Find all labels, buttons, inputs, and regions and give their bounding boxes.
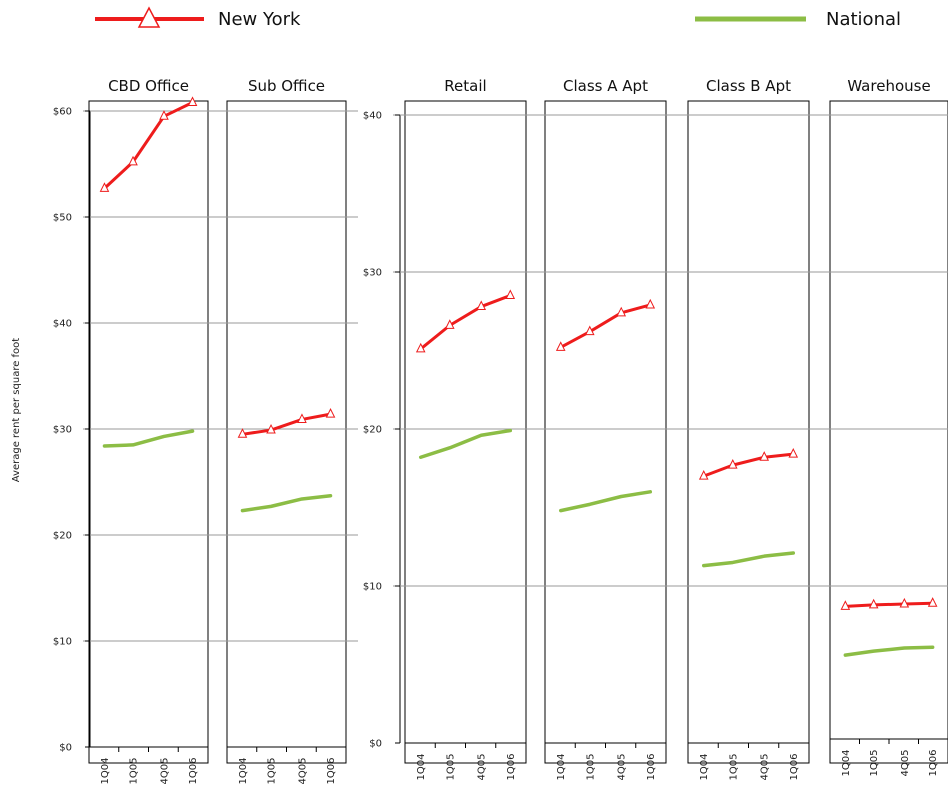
series-line-new-york bbox=[419, 294, 512, 351]
panels: $0 $10 $20 $30 $40 $50 $60 CBD Office 1Q04 1Q05 4Q… bbox=[53, 77, 948, 784]
x-tick-label: 1Q06 bbox=[928, 750, 939, 777]
x-tick-label: 1Q06 bbox=[646, 754, 657, 781]
x-tick-label: 1Q06 bbox=[789, 754, 800, 781]
panel-warehouse: Warehouse 1Q04 1Q05 4Q05 1Q06 bbox=[830, 77, 948, 776]
panel-class-a-apt: Class A Apt 1Q04 1Q05 4Q05 1Q06 bbox=[545, 77, 666, 780]
data-point-new-york bbox=[297, 413, 307, 423]
y-tick-label: $0 bbox=[369, 739, 382, 750]
panel-group-1: $0 $10 $20 $30 $40 $50 $60 CBD Office 1Q04 1Q05 4Q… bbox=[53, 77, 358, 784]
data-point-new-york bbox=[187, 96, 198, 107]
x-tick-label: 1Q04 bbox=[416, 754, 427, 781]
x-tick-label: 1Q05 bbox=[129, 758, 140, 785]
panel-cbd-office: CBD Office 1Q04 1Q05 4Q05 1Q06 bbox=[89, 77, 208, 784]
legend-new-york: New York bbox=[95, 6, 301, 30]
data-point-new-york bbox=[444, 319, 455, 329]
data-point-new-york bbox=[727, 458, 738, 469]
data-point-new-york bbox=[759, 451, 770, 461]
data-point-new-york bbox=[555, 341, 566, 351]
data-point-new-york bbox=[788, 448, 799, 458]
x-tick-label: 4Q05 bbox=[760, 754, 771, 781]
x-tick-label: 4Q05 bbox=[297, 758, 308, 785]
y-axis-label: Average rent per square foot bbox=[11, 338, 22, 483]
panel-class-b-apt: Class B Apt 1Q04 1Q05 4Q05 1Q06 bbox=[688, 77, 809, 780]
panel-retail: Retail 1Q04 1Q05 4Q05 1Q06 bbox=[405, 77, 526, 780]
series-line-national bbox=[418, 428, 513, 460]
series-line-new-york bbox=[702, 452, 795, 478]
panel-title: CBD Office bbox=[108, 77, 189, 95]
data-point-new-york bbox=[476, 300, 487, 311]
series-line-new-york bbox=[102, 101, 195, 190]
panel-sub-office: Sub Office 1Q04 1Q05 4Q05 1Q06 bbox=[227, 77, 346, 784]
x-tick-label: 1Q04 bbox=[238, 758, 249, 785]
x-tick-label: 1Q05 bbox=[585, 754, 596, 781]
data-point-new-york bbox=[899, 597, 910, 608]
y-tick-label: $40 bbox=[363, 111, 382, 122]
series-line-national bbox=[701, 551, 796, 568]
legend-new-york-marker bbox=[137, 6, 161, 28]
data-point-new-york bbox=[698, 469, 709, 480]
x-tick-label: 4Q05 bbox=[477, 754, 488, 781]
y-tick-label: $0 bbox=[59, 743, 72, 754]
x-tick-label: 1Q05 bbox=[869, 750, 880, 777]
panel-title: Class B Apt bbox=[706, 77, 791, 95]
y-tick-label: $30 bbox=[53, 425, 72, 436]
y-tick-label: $60 bbox=[53, 107, 72, 118]
y-tick-label: $20 bbox=[53, 531, 72, 542]
data-point-new-york bbox=[237, 428, 248, 438]
panel-frame-class-a-apt bbox=[544, 100, 667, 764]
data-point-new-york bbox=[927, 597, 938, 607]
data-point-new-york bbox=[840, 600, 851, 610]
x-tick-label: 1Q06 bbox=[326, 758, 337, 785]
data-point-new-york bbox=[266, 423, 276, 434]
y-tick-label: $10 bbox=[363, 582, 382, 593]
y-tick-label: $10 bbox=[53, 637, 72, 648]
legend-new-york-label: New York bbox=[218, 9, 301, 30]
data-point-new-york bbox=[415, 342, 426, 353]
data-point-new-york bbox=[645, 298, 656, 309]
y-tick-label: $40 bbox=[53, 319, 72, 330]
series-line-new-york bbox=[240, 412, 333, 436]
x-tick-label: 1Q05 bbox=[445, 754, 456, 781]
legend-national: National bbox=[695, 9, 901, 30]
x-tick-label: 1Q04 bbox=[699, 754, 710, 781]
x-tick-label: 1Q04 bbox=[100, 758, 111, 785]
panel-title: Sub Office bbox=[248, 77, 325, 95]
series-line-new-york bbox=[843, 601, 935, 608]
legend: New York National bbox=[95, 6, 901, 30]
data-point-new-york bbox=[868, 598, 879, 609]
x-tick-label: 1Q05 bbox=[267, 758, 278, 785]
x-tick-label: 1Q04 bbox=[556, 754, 567, 781]
series-line-national bbox=[558, 490, 653, 513]
data-point-new-york bbox=[159, 110, 169, 120]
data-point-new-york bbox=[128, 155, 138, 166]
data-point-new-york bbox=[99, 182, 110, 192]
x-tick-label: 1Q06 bbox=[188, 758, 199, 785]
panel-frame-sub-office bbox=[226, 100, 347, 764]
data-point-new-york bbox=[505, 289, 516, 300]
legend-national-label: National bbox=[826, 9, 901, 30]
series-line-national bbox=[843, 645, 935, 657]
x-tick-label: 1Q05 bbox=[728, 754, 739, 781]
x-tick-label: 1Q04 bbox=[841, 750, 852, 777]
panel-title: Retail bbox=[444, 77, 486, 95]
panel-title: Warehouse bbox=[847, 77, 930, 95]
y-tick-label: $20 bbox=[363, 425, 382, 436]
x-tick-label: 1Q06 bbox=[506, 754, 517, 781]
y-tick-label: $50 bbox=[53, 213, 72, 224]
panel-frame-warehouse bbox=[829, 100, 948, 764]
data-point-new-york bbox=[616, 306, 627, 317]
x-tick-label: 4Q05 bbox=[617, 754, 628, 781]
y-tick-label: $30 bbox=[363, 268, 382, 279]
data-point-new-york bbox=[584, 325, 595, 336]
series-line-national bbox=[102, 429, 195, 448]
panel-frame-class-b-apt bbox=[687, 100, 810, 764]
x-tick-label: 4Q05 bbox=[900, 750, 911, 777]
series-line-new-york bbox=[559, 303, 652, 349]
data-point-new-york bbox=[325, 408, 336, 418]
series-line-national bbox=[240, 494, 333, 513]
x-tick-label: 4Q05 bbox=[159, 758, 170, 785]
panel-title: Class A Apt bbox=[563, 77, 648, 95]
